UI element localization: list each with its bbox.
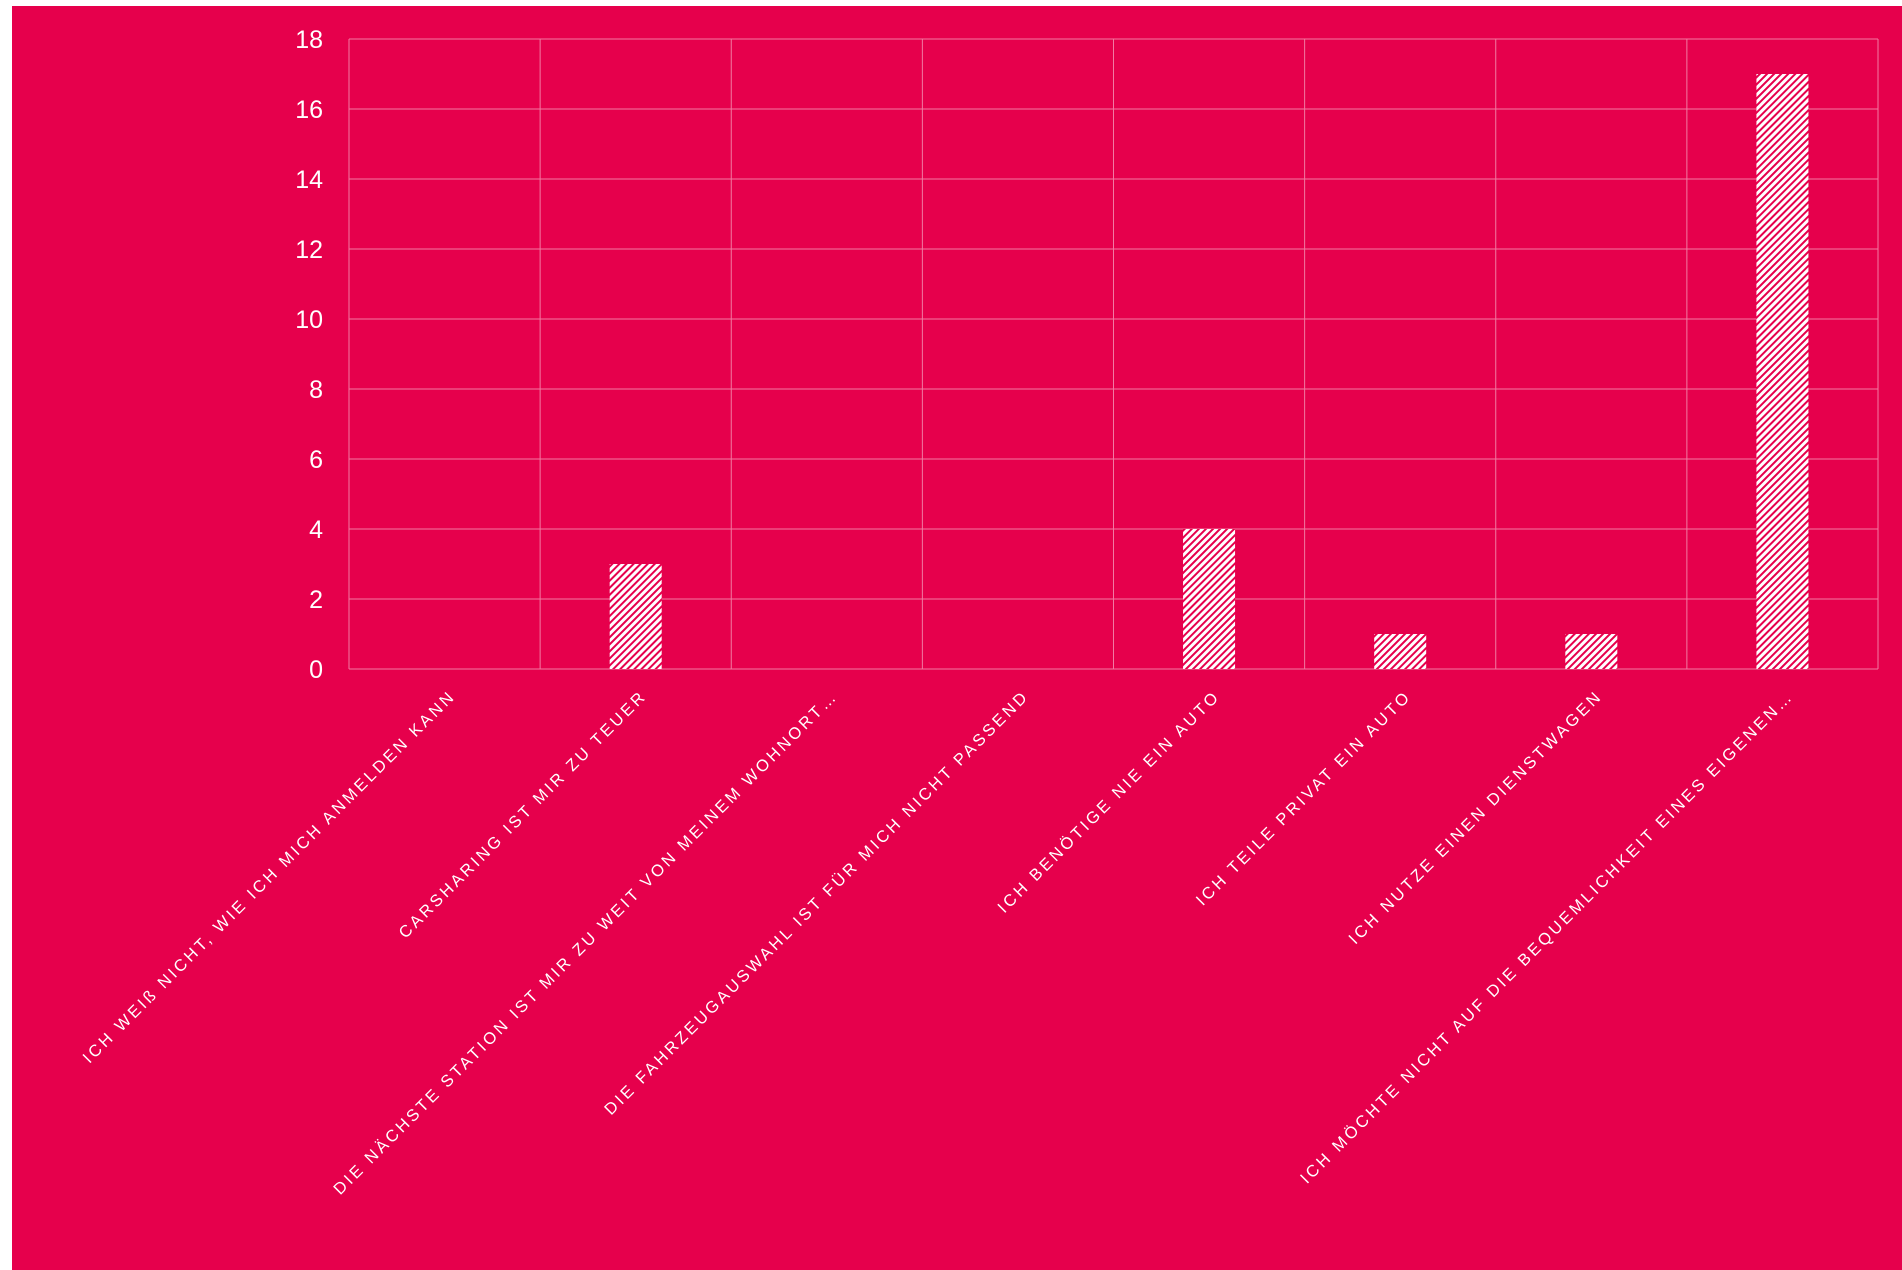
bar-4 [1183, 529, 1236, 669]
y-tick-label-18: 18 [295, 26, 323, 54]
y-tick-label-0: 0 [309, 656, 323, 684]
y-tick-label-14: 14 [295, 166, 323, 194]
y-tick-label-2: 2 [309, 586, 323, 614]
gridlines [348, 38, 1879, 670]
y-tick-label-10: 10 [295, 306, 323, 334]
y-tick-label-12: 12 [295, 236, 323, 264]
bar-7 [1756, 74, 1809, 669]
bar-1 [609, 564, 662, 669]
y-tick-label-6: 6 [309, 446, 323, 474]
y-tick-label-8: 8 [309, 376, 323, 404]
chart-panel: 0 2 4 6 8 10 12 14 16 18 ICH WEIß NICHT, WIE ICH … [12, 6, 1902, 1270]
chart-background [12, 6, 1902, 1270]
bar-6 [1565, 634, 1618, 669]
bars [609, 74, 1809, 669]
y-tick-label-16: 16 [295, 96, 323, 124]
y-axis-ticks: 0 2 4 6 8 10 12 14 16 18 [295, 26, 323, 684]
bar-5 [1374, 634, 1427, 669]
y-tick-label-4: 4 [309, 516, 323, 544]
